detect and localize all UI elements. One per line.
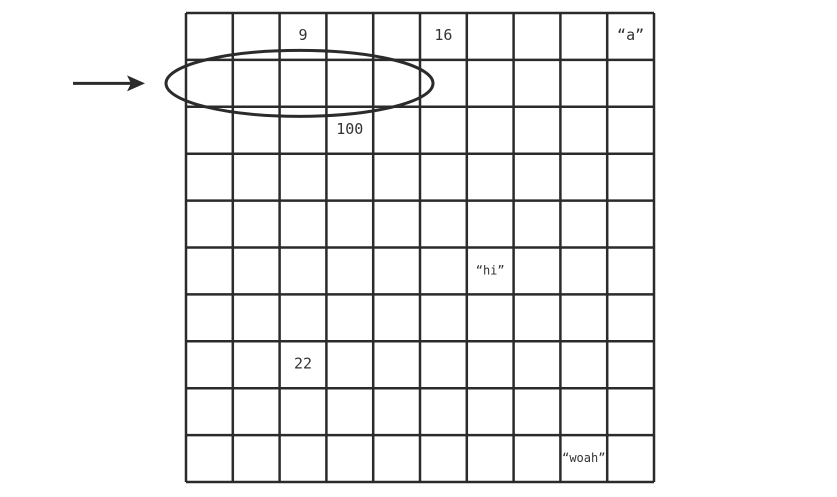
grid-cell-value: 100 [336,120,363,138]
grid-cell-value: “woah” [562,451,605,465]
cell-labels: 9 16 “a” 100 “hi” 22 “woah” [294,26,644,465]
grid-cell-value: 22 [294,354,312,372]
annotations [73,48,435,118]
grid-cell-value: 16 [434,26,452,44]
grid-cell-value: 9 [298,26,307,44]
pointer-arrow-head [127,75,145,92]
grid-cell-value: “hi” [476,263,505,277]
grid-cell-value: “a” [617,26,644,44]
row-highlight-ellipse [164,48,435,118]
grid-lines [184,11,656,484]
